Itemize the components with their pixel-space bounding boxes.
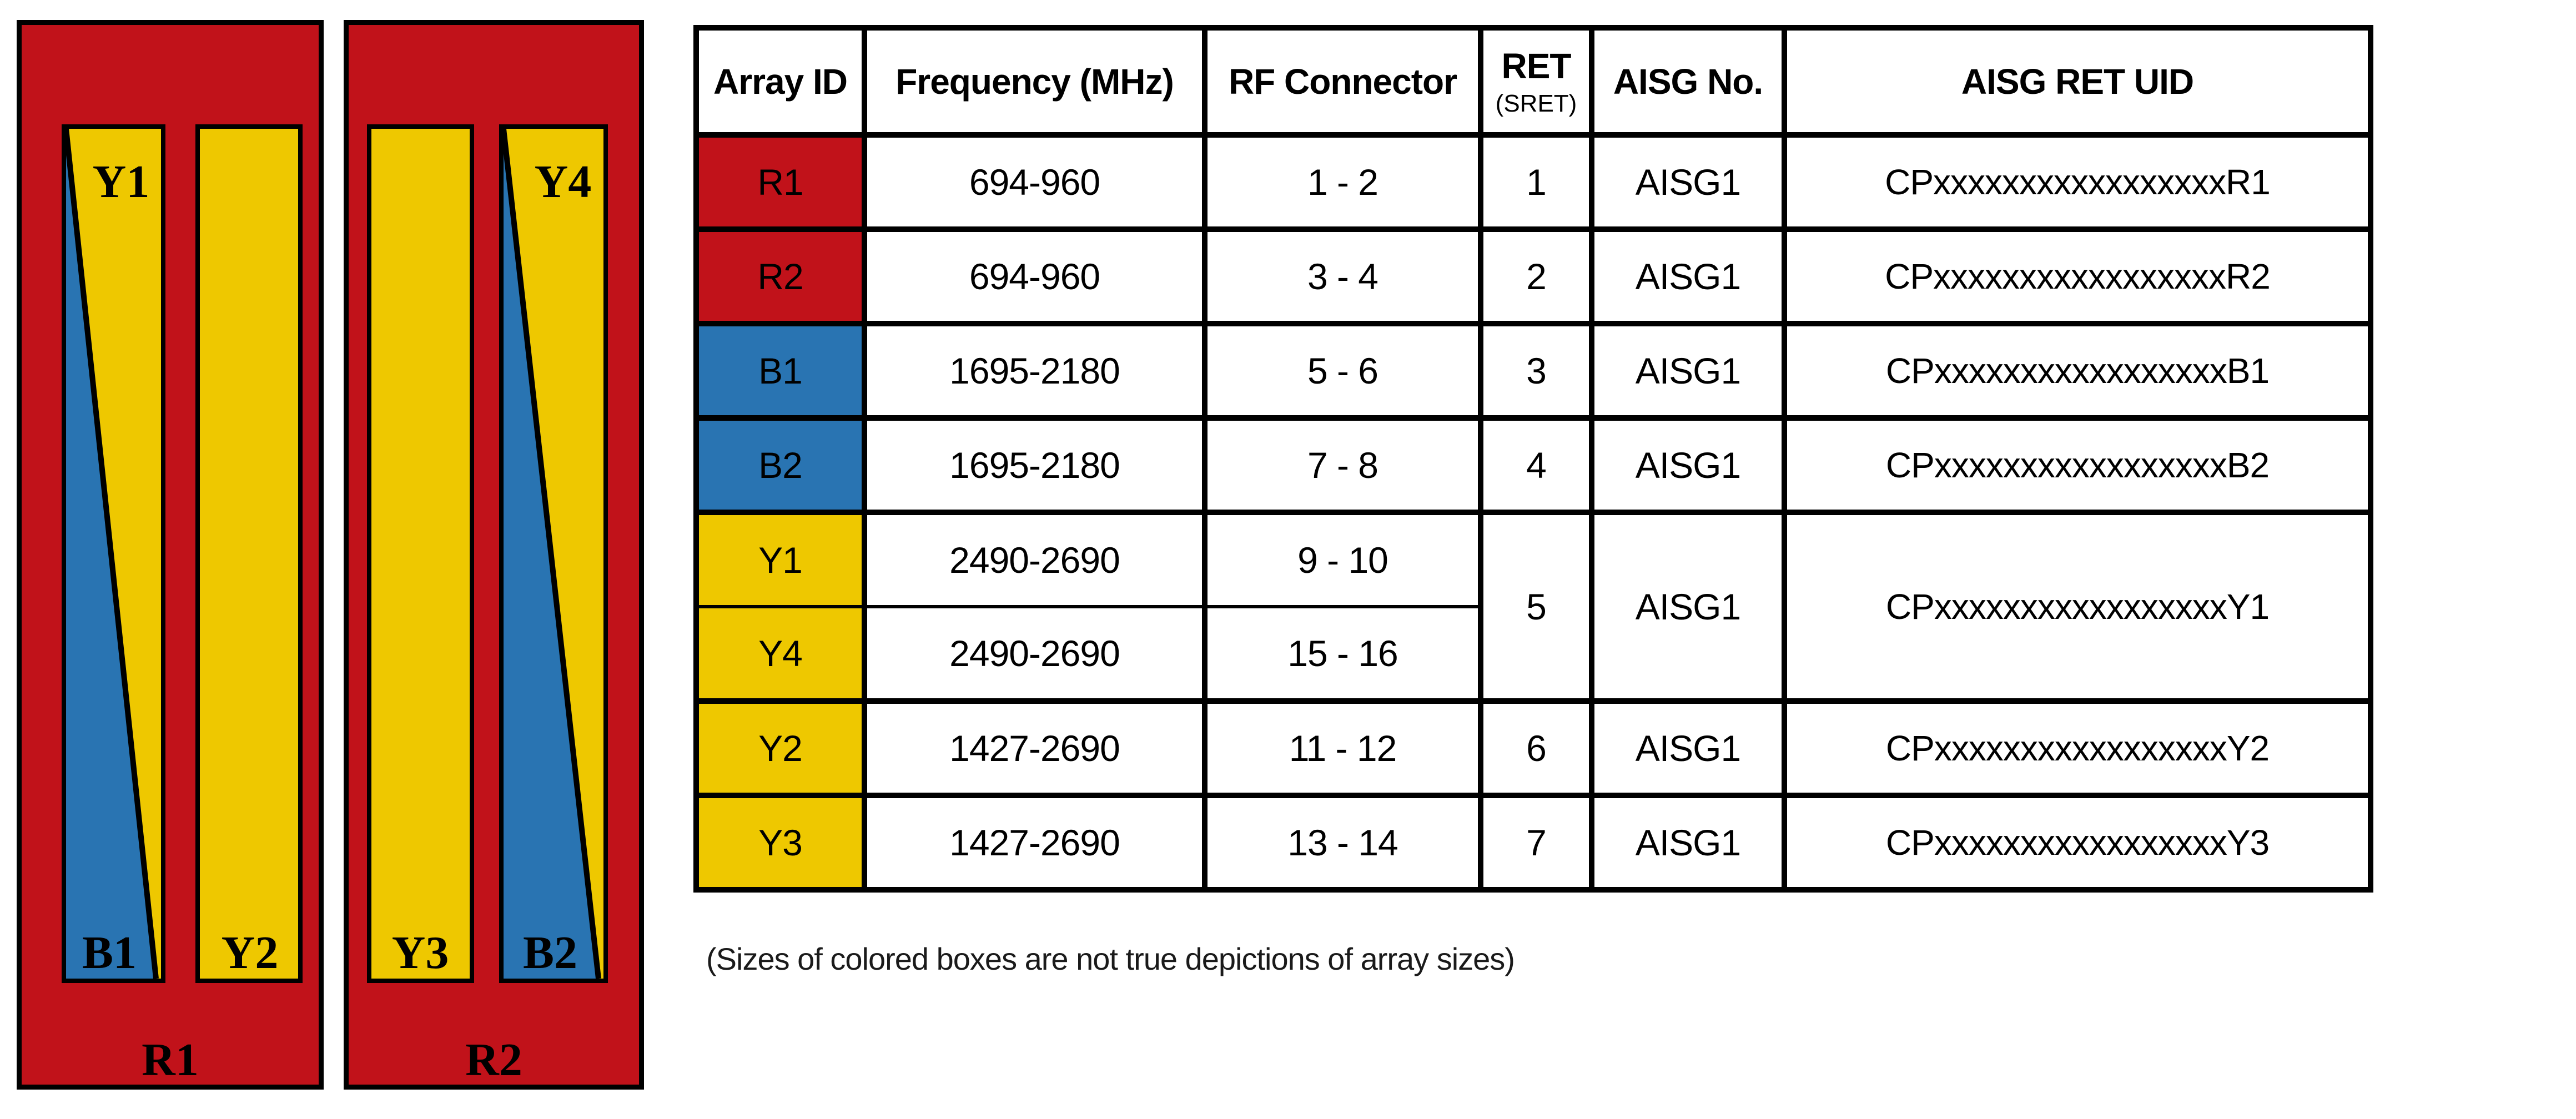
table-row-y4: Y4 2490-2690 15 - 16 — [693, 605, 2371, 704]
aisg-no-cell: AISG1 — [1589, 698, 1787, 798]
header-aisg-no: AISG No. — [1589, 25, 1787, 138]
frequency-cell: 2490-2690 — [862, 605, 1208, 704]
rf-connector-cell: 11 - 12 — [1202, 698, 1483, 798]
array-id-cell: Y3 — [693, 793, 867, 893]
aisg-no-cell-merged: AISG1 — [1589, 510, 1787, 704]
array-column-y1-b1: Y1 B1 — [62, 124, 165, 983]
ret-cell: 4 — [1478, 415, 1594, 515]
array-port-table: Array ID Frequency (MHz) RF Connector RE… — [693, 25, 2373, 893]
aisg-no-cell: AISG1 — [1589, 226, 1787, 326]
aisg-ret-uid-cell: CPxxxxxxxxxxxxxxxxxB1 — [1782, 321, 2373, 421]
aisg-no-cell: AISG1 — [1589, 793, 1787, 893]
table-header-row: Array ID Frequency (MHz) RF Connector RE… — [693, 25, 2373, 138]
table-row-r2: R2 694-960 3 - 4 2 AISG1 CPxxxxxxxxxxxxx… — [693, 226, 2373, 326]
table-row-y3: Y3 1427-2690 13 - 14 7 AISG1 CPxxxxxxxxx… — [693, 793, 2373, 893]
rf-connector-cell: 1 - 2 — [1202, 132, 1483, 232]
array-label-y1: Y1 — [92, 156, 150, 208]
frequency-cell: 1427-2690 — [862, 793, 1208, 893]
array-column-y4-b2: Y4 B2 — [499, 124, 608, 983]
array-id-cell: Y4 — [693, 605, 867, 704]
array-label-y4: Y4 — [534, 156, 592, 208]
array-column-y3: Y3 — [367, 124, 474, 983]
antenna-panel-r1: Y1 B1 Y2 R1 — [17, 20, 324, 1090]
array-id-cell: R1 — [693, 132, 867, 232]
ret-cell: 6 — [1478, 698, 1594, 798]
rf-connector-cell: 3 - 4 — [1202, 226, 1483, 326]
aisg-no-cell: AISG1 — [1589, 321, 1787, 421]
size-disclaimer-note: (Sizes of colored boxes are not true dep… — [706, 941, 1515, 976]
ret-cell-merged: 5 — [1478, 510, 1594, 704]
antenna-panel-r2: Y3 Y4 B2 R2 — [344, 20, 644, 1090]
panel-label-r1: R1 — [142, 1034, 199, 1086]
header-rf-connector: RF Connector — [1202, 25, 1483, 138]
diagonal-divider-line — [66, 129, 159, 979]
array-label-y3: Y3 — [391, 927, 449, 979]
ret-cell: 7 — [1478, 793, 1594, 893]
frequency-cell: 1695-2180 — [862, 321, 1208, 421]
diagonal-divider-line — [504, 129, 601, 979]
array-id-cell: B1 — [693, 321, 867, 421]
ret-cell: 1 — [1478, 132, 1594, 232]
frequency-cell: 1427-2690 — [862, 698, 1208, 798]
array-label-b1: B1 — [82, 927, 137, 979]
rf-connector-cell: 15 - 16 — [1202, 605, 1483, 704]
header-array-id: Array ID — [693, 25, 867, 138]
array-id-cell: R2 — [693, 226, 867, 326]
table-row-y2: Y2 1427-2690 11 - 12 6 AISG1 CPxxxxxxxxx… — [693, 698, 2373, 798]
rf-connector-cell: 13 - 14 — [1202, 793, 1483, 893]
aisg-ret-uid-cell: CPxxxxxxxxxxxxxxxxxB2 — [1782, 415, 2373, 515]
aisg-no-cell: AISG1 — [1589, 415, 1787, 515]
table-row-b2: B2 1695-2180 7 - 8 4 AISG1 CPxxxxxxxxxxx… — [693, 415, 2373, 515]
split-column-graphic — [66, 129, 159, 979]
header-frequency: Frequency (MHz) — [862, 25, 1208, 138]
rf-connector-cell: 9 - 10 — [1202, 510, 1483, 608]
aisg-ret-uid-cell: CPxxxxxxxxxxxxxxxxxY3 — [1782, 793, 2373, 893]
aisg-ret-uid-cell: CPxxxxxxxxxxxxxxxxxY2 — [1782, 698, 2373, 798]
table-row-r1: R1 694-960 1 - 2 1 AISG1 CPxxxxxxxxxxxxx… — [693, 132, 2373, 232]
aisg-ret-uid-cell-merged: CPxxxxxxxxxxxxxxxxxY1 — [1782, 510, 2373, 704]
frequency-cell: 2490-2690 — [862, 510, 1208, 608]
array-label-b2: B2 — [522, 927, 578, 979]
header-ret-sub: (SRET) — [1495, 89, 1577, 117]
aisg-ret-uid-cell: CPxxxxxxxxxxxxxxxxxR2 — [1782, 226, 2373, 326]
split-column-graphic — [504, 129, 601, 979]
array-id-cell: Y2 — [693, 698, 867, 798]
array-label-y2: Y2 — [221, 927, 279, 979]
table-row-b1: B1 1695-2180 5 - 6 3 AISG1 CPxxxxxxxxxxx… — [693, 321, 2373, 421]
table-row-y1: Y1 2490-2690 9 - 10 5 AISG1 CPxxxxxxxxxx… — [693, 510, 2373, 704]
array-column-y2: Y2 — [195, 124, 303, 983]
ret-cell: 3 — [1478, 321, 1594, 421]
array-id-cell: B2 — [693, 415, 867, 515]
frequency-cell: 694-960 — [862, 132, 1208, 232]
header-aisg-ret-uid: AISG RET UID — [1782, 25, 2373, 138]
rf-connector-cell: 5 - 6 — [1202, 321, 1483, 421]
frequency-cell: 1695-2180 — [862, 415, 1208, 515]
ret-cell: 2 — [1478, 226, 1594, 326]
frequency-cell: 694-960 — [862, 226, 1208, 326]
panel-label-r2: R2 — [465, 1034, 522, 1086]
aisg-no-cell: AISG1 — [1589, 132, 1787, 232]
rf-connector-cell: 7 - 8 — [1202, 415, 1483, 515]
header-ret-main: RET — [1501, 46, 1572, 86]
aisg-ret-uid-cell: CPxxxxxxxxxxxxxxxxxR1 — [1782, 132, 2373, 232]
array-id-cell: Y1 — [693, 510, 867, 608]
header-ret: RET (SRET) — [1478, 25, 1594, 138]
